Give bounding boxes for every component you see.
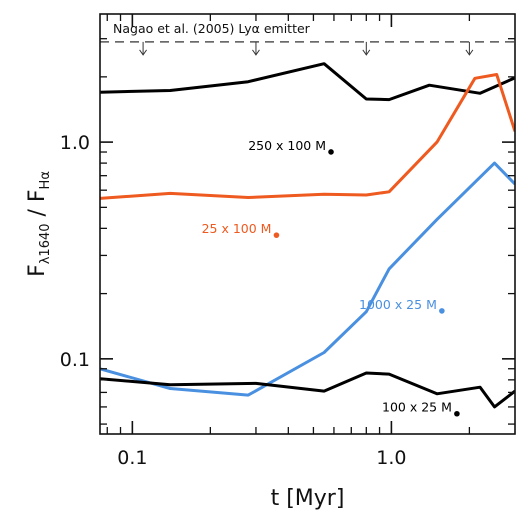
upper-limit-arrowhead	[139, 49, 147, 56]
reference-line	[100, 41, 515, 56]
solar-mass-symbol-0	[328, 149, 334, 155]
solar-mass-symbol-2	[439, 308, 445, 314]
y-axis-label: Fλ1640 / FHα	[25, 171, 53, 277]
upper-limit-arrowhead	[252, 49, 260, 56]
solar-mass-symbol-3	[454, 410, 460, 417]
plot-frame	[99, 13, 516, 435]
annotation-250x100: 250 x 100 M	[248, 138, 326, 153]
series-lines	[100, 62, 515, 409]
x-tick-label: 0.1	[117, 447, 147, 469]
solar-mass-symbol-1	[273, 232, 280, 238]
annotation-100x25: 100 x 25 M	[382, 400, 452, 415]
annotation-25x100: 25 x 100 M	[202, 221, 272, 236]
series-line-1	[100, 73, 515, 200]
series-line-3	[100, 371, 515, 409]
x-tick-label: 1.0	[376, 447, 406, 469]
y-tick-label: 0.1	[60, 349, 90, 371]
reference-line-label: Nagao et al. (2005) Lyα emitter	[113, 21, 311, 36]
upper-limit-arrowhead	[465, 49, 474, 56]
y-tick-label: 1.0	[60, 132, 90, 154]
upper-limit-arrowhead	[362, 49, 371, 56]
series-line-2	[100, 161, 515, 397]
axis-ticks: 0.1 1.0 0.1 1.0	[60, 14, 515, 469]
x-axis-label: t [Myr]	[271, 486, 345, 511]
series-line-0	[100, 62, 515, 102]
annotation-1000x25: 1000 x 25 M	[359, 297, 437, 312]
